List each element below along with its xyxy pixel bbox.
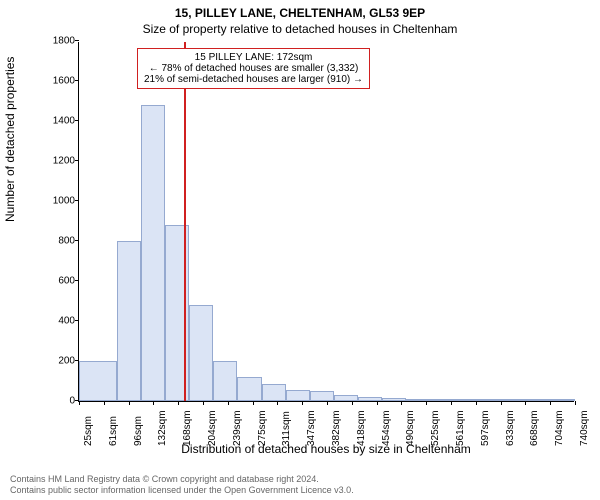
x-tick-label: 347sqm [306, 410, 317, 446]
footer-line1: Contains HM Land Registry data © Crown c… [10, 474, 354, 485]
x-tick-label: 561sqm [455, 410, 466, 446]
y-tick-label: 1200 [53, 156, 79, 167]
y-axis-label: Number of detached properties [3, 57, 17, 222]
footer-line2: Contains public sector information licen… [10, 485, 354, 496]
x-tick-label: 275sqm [257, 410, 268, 446]
x-tick-label: 454sqm [381, 410, 392, 446]
x-tick-label: 597sqm [480, 410, 491, 446]
histogram-bar [286, 390, 310, 401]
x-tick-mark [401, 401, 402, 405]
plot-area: 02004006008001000120014001600180025sqm61… [78, 42, 574, 402]
x-tick-label: 132sqm [157, 410, 168, 446]
x-tick-mark [203, 401, 204, 405]
histogram-bar [189, 305, 213, 401]
y-tick-label: 200 [58, 356, 79, 367]
annotation-line3: 21% of semi-detached houses are larger (… [144, 74, 363, 85]
x-tick-mark [178, 401, 179, 405]
x-tick-label: 740sqm [579, 410, 590, 446]
x-tick-mark [377, 401, 378, 405]
y-tick-mark [75, 240, 79, 241]
x-tick-mark [129, 401, 130, 405]
chart-container: Number of detached properties 0200400600… [54, 42, 574, 432]
y-tick-mark [75, 160, 79, 161]
x-tick-label: 668sqm [529, 410, 540, 446]
x-tick-mark [277, 401, 278, 405]
y-tick-mark [75, 320, 79, 321]
histogram-bar [237, 377, 261, 401]
x-tick-mark [501, 401, 502, 405]
y-tick-label: 800 [58, 236, 79, 247]
x-tick-label: 204sqm [207, 410, 218, 446]
histogram-bar [358, 397, 382, 401]
histogram-bar [334, 395, 358, 401]
x-tick-mark [525, 401, 526, 405]
property-marker-line [184, 42, 186, 401]
y-tick-label: 400 [58, 316, 79, 327]
annotation-line2: ← 78% of detached houses are smaller (3,… [144, 63, 363, 74]
y-tick-mark [75, 200, 79, 201]
x-tick-mark [153, 401, 154, 405]
x-tick-label: 311sqm [281, 411, 292, 446]
x-tick-mark [253, 401, 254, 405]
x-tick-mark [476, 401, 477, 405]
y-tick-label: 1600 [53, 76, 79, 87]
x-tick-mark [104, 401, 105, 405]
x-tick-mark [228, 401, 229, 405]
y-tick-label: 600 [58, 276, 79, 287]
x-tick-label: 382sqm [331, 410, 342, 446]
y-tick-mark [75, 120, 79, 121]
x-tick-mark [352, 401, 353, 405]
y-tick-mark [75, 40, 79, 41]
x-tick-mark [79, 401, 80, 405]
x-tick-label: 418sqm [356, 410, 367, 446]
y-tick-mark [75, 80, 79, 81]
histogram-bar [262, 384, 286, 401]
x-axis-label: Distribution of detached houses by size … [78, 442, 574, 470]
chart-title-block: 15, PILLEY LANE, CHELTENHAM, GL53 9EP Si… [0, 0, 600, 36]
histogram-bar [117, 241, 141, 401]
x-tick-label: 490sqm [405, 410, 416, 446]
x-tick-mark [426, 401, 427, 405]
histogram-bar [527, 399, 551, 401]
annotation-box: 15 PILLEY LANE: 172sqm ← 78% of detached… [137, 48, 370, 89]
address-title: 15, PILLEY LANE, CHELTENHAM, GL53 9EP [0, 6, 600, 20]
histogram-bar [310, 391, 334, 401]
y-tick-mark [75, 280, 79, 281]
histogram-bar [213, 361, 237, 401]
y-tick-label: 0 [69, 396, 79, 407]
histogram-bar [382, 398, 406, 401]
x-tick-label: 525sqm [430, 410, 441, 446]
x-tick-mark [550, 401, 551, 405]
y-tick-label: 1000 [53, 196, 79, 207]
histogram-bar [479, 399, 503, 401]
y-tick-label: 1400 [53, 116, 79, 127]
histogram-bar [79, 361, 117, 401]
histogram-bar [503, 399, 527, 401]
chart-subtitle: Size of property relative to detached ho… [0, 22, 600, 36]
footer-attribution: Contains HM Land Registry data © Crown c… [10, 474, 354, 497]
annotation-line1: 15 PILLEY LANE: 172sqm [144, 52, 363, 63]
y-tick-label: 1800 [53, 36, 79, 47]
x-tick-mark [451, 401, 452, 405]
x-tick-label: 633sqm [505, 410, 516, 446]
x-tick-label: 168sqm [182, 410, 193, 446]
x-tick-mark [575, 401, 576, 405]
x-tick-label: 239sqm [232, 410, 243, 446]
histogram-bar [551, 399, 575, 401]
histogram-bar [141, 105, 165, 401]
x-tick-mark [302, 401, 303, 405]
x-tick-mark [327, 401, 328, 405]
x-tick-label: 704sqm [554, 410, 565, 446]
